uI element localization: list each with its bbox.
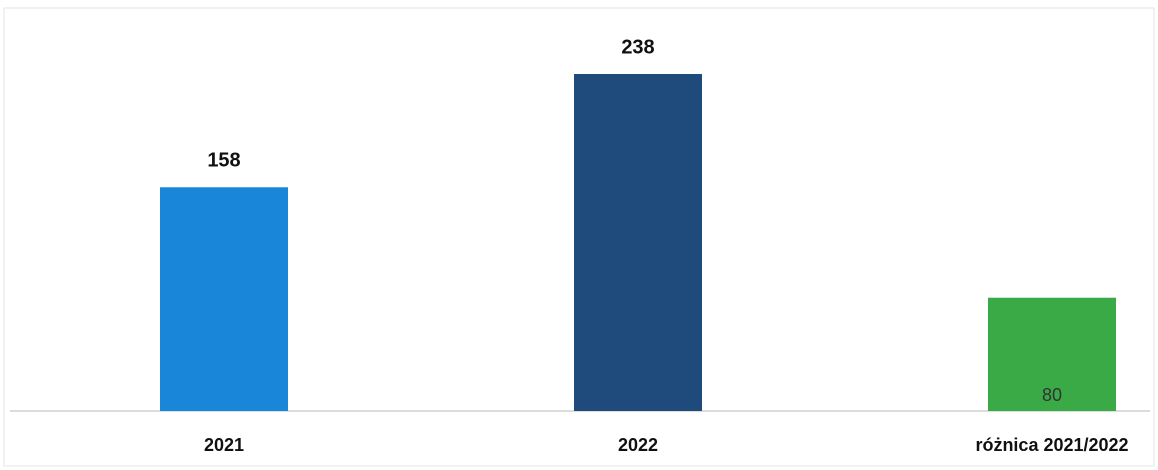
x-tick-label: różnica 2021/2022 bbox=[975, 435, 1128, 455]
bar bbox=[574, 74, 702, 411]
value-label: 238 bbox=[621, 36, 654, 58]
bar bbox=[160, 187, 288, 411]
x-tick-label: 2021 bbox=[204, 435, 244, 455]
value-label: 80 bbox=[1042, 385, 1062, 405]
value-label: 158 bbox=[207, 150, 240, 172]
x-tick-label: 2022 bbox=[618, 435, 658, 455]
bar bbox=[988, 297, 1116, 411]
chart-frame bbox=[3, 7, 1155, 467]
